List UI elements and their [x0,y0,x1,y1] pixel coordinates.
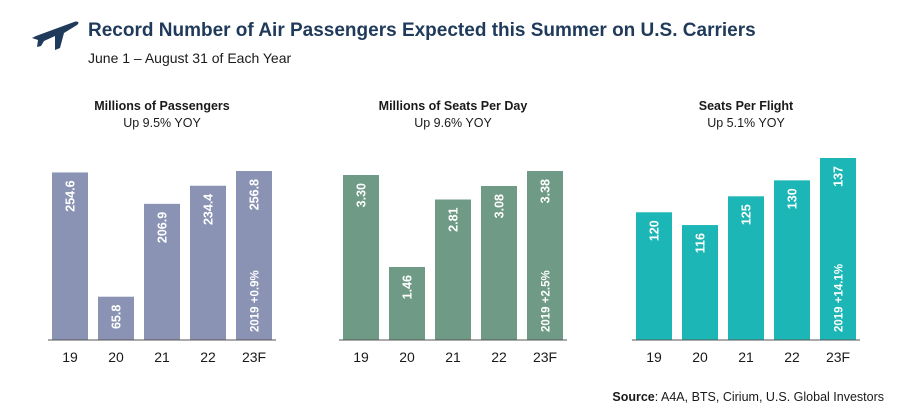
panel-subtitle: Up 9.6% YOY [414,116,492,130]
x-tick-label: 22 [784,349,800,365]
bar-annotation: 2019 +2.5% [541,270,553,332]
x-tick-label: 21 [738,349,754,365]
bar [98,296,134,340]
panel-title: Millions of Passengers [94,99,230,113]
bar-annotation: 2019 +14.1% [834,264,846,332]
x-tick-label: 20 [692,349,708,365]
data-label: 2.81 [447,207,461,231]
airplane-icon [32,21,79,50]
bar [481,186,517,340]
data-label: 3.30 [355,183,369,207]
x-tick-label: 23F [533,349,557,365]
x-tick-label: 22 [491,349,507,365]
data-label: 3.38 [539,179,553,203]
bar [236,171,272,340]
bar [682,225,718,340]
data-label: 116 [694,233,708,253]
x-tick-label: 19 [646,349,662,365]
panel-subtitle: Up 9.5% YOY [123,116,201,130]
bar [343,175,379,340]
data-label: 1.46 [401,275,415,299]
data-label: 206.9 [156,212,170,243]
bar [190,185,226,340]
x-tick-label: 19 [353,349,369,365]
x-tick-label: 23F [826,349,850,365]
data-label: 65.8 [110,305,124,329]
x-tick-label: 19 [62,349,78,365]
x-tick-label: 21 [154,349,170,365]
data-label: 130 [786,188,800,209]
bar [774,180,810,340]
panel-title: Millions of Seats Per Day [379,99,528,113]
x-tick-label: 20 [108,349,124,365]
bar-annotation: 2019 +0.9% [250,270,262,332]
bar [527,171,563,340]
source-note: Source: A4A, BTS, Cirium, U.S. Global In… [612,390,884,404]
bar [52,172,88,340]
source-label: Source [612,390,655,404]
bar [144,203,180,340]
bar [435,199,471,340]
bar [389,267,425,340]
panel-title: Seats Per Flight [699,99,794,113]
x-tick-label: 22 [200,349,216,365]
data-label: 256.8 [248,179,262,210]
bar [636,212,672,340]
x-tick-label: 20 [399,349,415,365]
data-label: 137 [832,166,846,187]
bar [728,196,764,340]
panel-subtitle: Up 5.1% YOY [707,116,785,130]
data-label: 120 [648,220,662,241]
bar [820,158,856,340]
chart-title: Record Number of Air Passengers Expected… [88,20,756,41]
source-text: : A4A, BTS, Cirium, U.S. Global Investor… [654,390,884,404]
data-label: 254.6 [64,180,78,211]
data-label: 3.08 [493,194,507,218]
data-label: 234.4 [202,194,216,225]
x-tick-label: 23F [242,349,266,365]
data-label: 125 [740,204,754,225]
x-tick-label: 21 [445,349,461,365]
chart-subtitle: June 1 – August 31 of Each Year [88,50,292,66]
chart-header: Record Number of Air Passengers Expected… [30,12,890,72]
